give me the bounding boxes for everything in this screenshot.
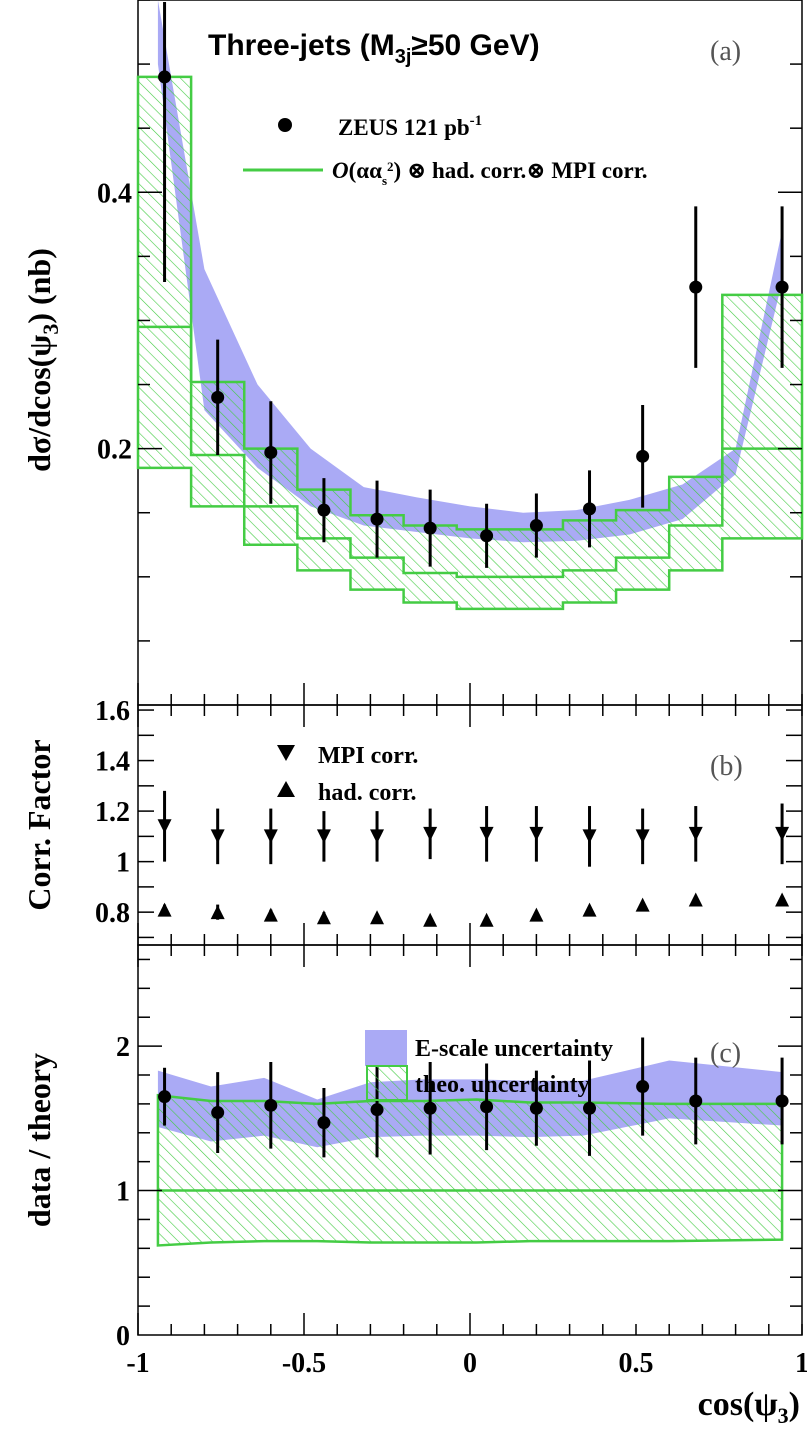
panel-c-plot bbox=[156, 1037, 789, 1247]
data-point-a bbox=[775, 280, 789, 294]
panel-c-label: (c) bbox=[710, 1038, 741, 1069]
ratio-point bbox=[636, 1080, 650, 1094]
xtick-label: 0.5 bbox=[619, 1348, 654, 1379]
data-point-a bbox=[264, 445, 278, 459]
ratio-point bbox=[158, 1090, 172, 1104]
xtick-label: -0.5 bbox=[282, 1348, 326, 1379]
had-point bbox=[263, 907, 278, 922]
ytick-label-b: 1.6 bbox=[95, 696, 130, 727]
mpi-point bbox=[529, 826, 544, 841]
ratio-point bbox=[480, 1100, 494, 1114]
legend-had-label: had. corr. bbox=[318, 780, 416, 806]
y-axis-label-a: dσ/dcos(ψ3) (nb) bbox=[21, 248, 63, 472]
had-point bbox=[582, 902, 597, 917]
y-axis-label-b: Corr. Factor bbox=[21, 739, 57, 910]
legend-theory-label: O(ααs2) ⊗ had. corr.⊗ MPI corr. bbox=[332, 158, 648, 188]
legend-theo-label: theo. uncertainty bbox=[415, 1072, 590, 1098]
had-point bbox=[529, 907, 544, 922]
legend-data-marker bbox=[278, 118, 292, 132]
ytick-label-c: 1 bbox=[116, 1177, 130, 1208]
y-axis-label-c: data / theory bbox=[21, 1053, 57, 1227]
data-point-a bbox=[689, 280, 703, 294]
ratio-point bbox=[529, 1101, 543, 1115]
axis-ticks: 0.2 0.4 0.8 1 1.2 1.4 1.6 0 1 2 -1 -0.5 0 0.5 1 bbox=[95, 0, 807, 1379]
mpi-point bbox=[775, 826, 790, 841]
xtick-label: 1 bbox=[795, 1348, 807, 1379]
ytick-label-c: 2 bbox=[116, 1032, 130, 1063]
ratio-point bbox=[775, 1094, 789, 1108]
legend-theo-swatch bbox=[366, 1065, 408, 1101]
theory-band-c bbox=[156, 1093, 784, 1247]
legend-had-marker bbox=[277, 781, 295, 797]
panel-a-title: Three-jets (M3j≥50 GeV) bbox=[208, 29, 540, 68]
ratio-point bbox=[211, 1106, 225, 1120]
data-point-a bbox=[636, 449, 650, 463]
xtick-label: -1 bbox=[126, 1348, 149, 1379]
ytick-label-b: 0.8 bbox=[95, 898, 130, 929]
ratio-point bbox=[317, 1116, 331, 1130]
ratio-point bbox=[264, 1098, 278, 1112]
panel-a-plot bbox=[136, 0, 804, 611]
legend-escale-swatch bbox=[365, 1030, 407, 1066]
ytick-label-a: 0.2 bbox=[97, 435, 132, 466]
panel-b-frame bbox=[137, 704, 803, 946]
had-point bbox=[210, 905, 225, 920]
data-point-a bbox=[529, 519, 543, 533]
ytick-label-b: 1 bbox=[116, 848, 130, 879]
mpi-point bbox=[582, 829, 597, 844]
data-point-a bbox=[370, 512, 384, 526]
legend-mpi-marker bbox=[277, 745, 295, 761]
had-point bbox=[479, 912, 494, 927]
mpi-point bbox=[688, 826, 703, 841]
ytick-label-b: 1.4 bbox=[95, 747, 130, 778]
ratio-point bbox=[423, 1101, 437, 1115]
data-point-a bbox=[317, 503, 331, 517]
ytick-label-a: 0.4 bbox=[97, 178, 132, 209]
legend-mpi-label: MPI corr. bbox=[318, 743, 418, 769]
data-point-a bbox=[158, 70, 172, 84]
mpi-point bbox=[635, 829, 650, 844]
data-point-a bbox=[211, 390, 225, 404]
ratio-point bbox=[583, 1101, 597, 1115]
had-point bbox=[370, 910, 385, 925]
panel-b-label: (b) bbox=[710, 751, 743, 782]
ytick-label-c: 0 bbox=[116, 1321, 130, 1352]
had-point bbox=[423, 912, 438, 927]
theory-band-a bbox=[136, 75, 804, 611]
had-point bbox=[316, 910, 331, 925]
data-point-a bbox=[583, 502, 597, 516]
mpi-point bbox=[479, 826, 494, 841]
mpi-point bbox=[423, 826, 438, 841]
mpi-point bbox=[157, 819, 172, 834]
mpi-point bbox=[316, 829, 331, 844]
had-point bbox=[635, 897, 650, 912]
ytick-label-b: 1.2 bbox=[95, 797, 130, 828]
had-point bbox=[688, 892, 703, 907]
ratio-point bbox=[689, 1094, 703, 1108]
had-point bbox=[775, 892, 790, 907]
ratio-point bbox=[370, 1103, 384, 1117]
panel-a-label: (a) bbox=[710, 36, 741, 67]
legend-data-label: ZEUS 121 pb-1 bbox=[338, 113, 482, 140]
data-point-a bbox=[423, 521, 437, 535]
legend-escale-label: E-scale uncertainty bbox=[415, 1036, 613, 1062]
xtick-label: 0 bbox=[463, 1348, 477, 1379]
had-point bbox=[157, 902, 172, 917]
theory-central-a bbox=[138, 325, 802, 579]
x-axis-label: cos(ψ3) bbox=[698, 1386, 800, 1428]
mpi-point bbox=[210, 829, 225, 844]
mpi-point bbox=[263, 829, 278, 844]
panel-b-plot bbox=[157, 790, 790, 927]
mpi-point bbox=[370, 829, 385, 844]
data-point-a bbox=[480, 529, 494, 543]
